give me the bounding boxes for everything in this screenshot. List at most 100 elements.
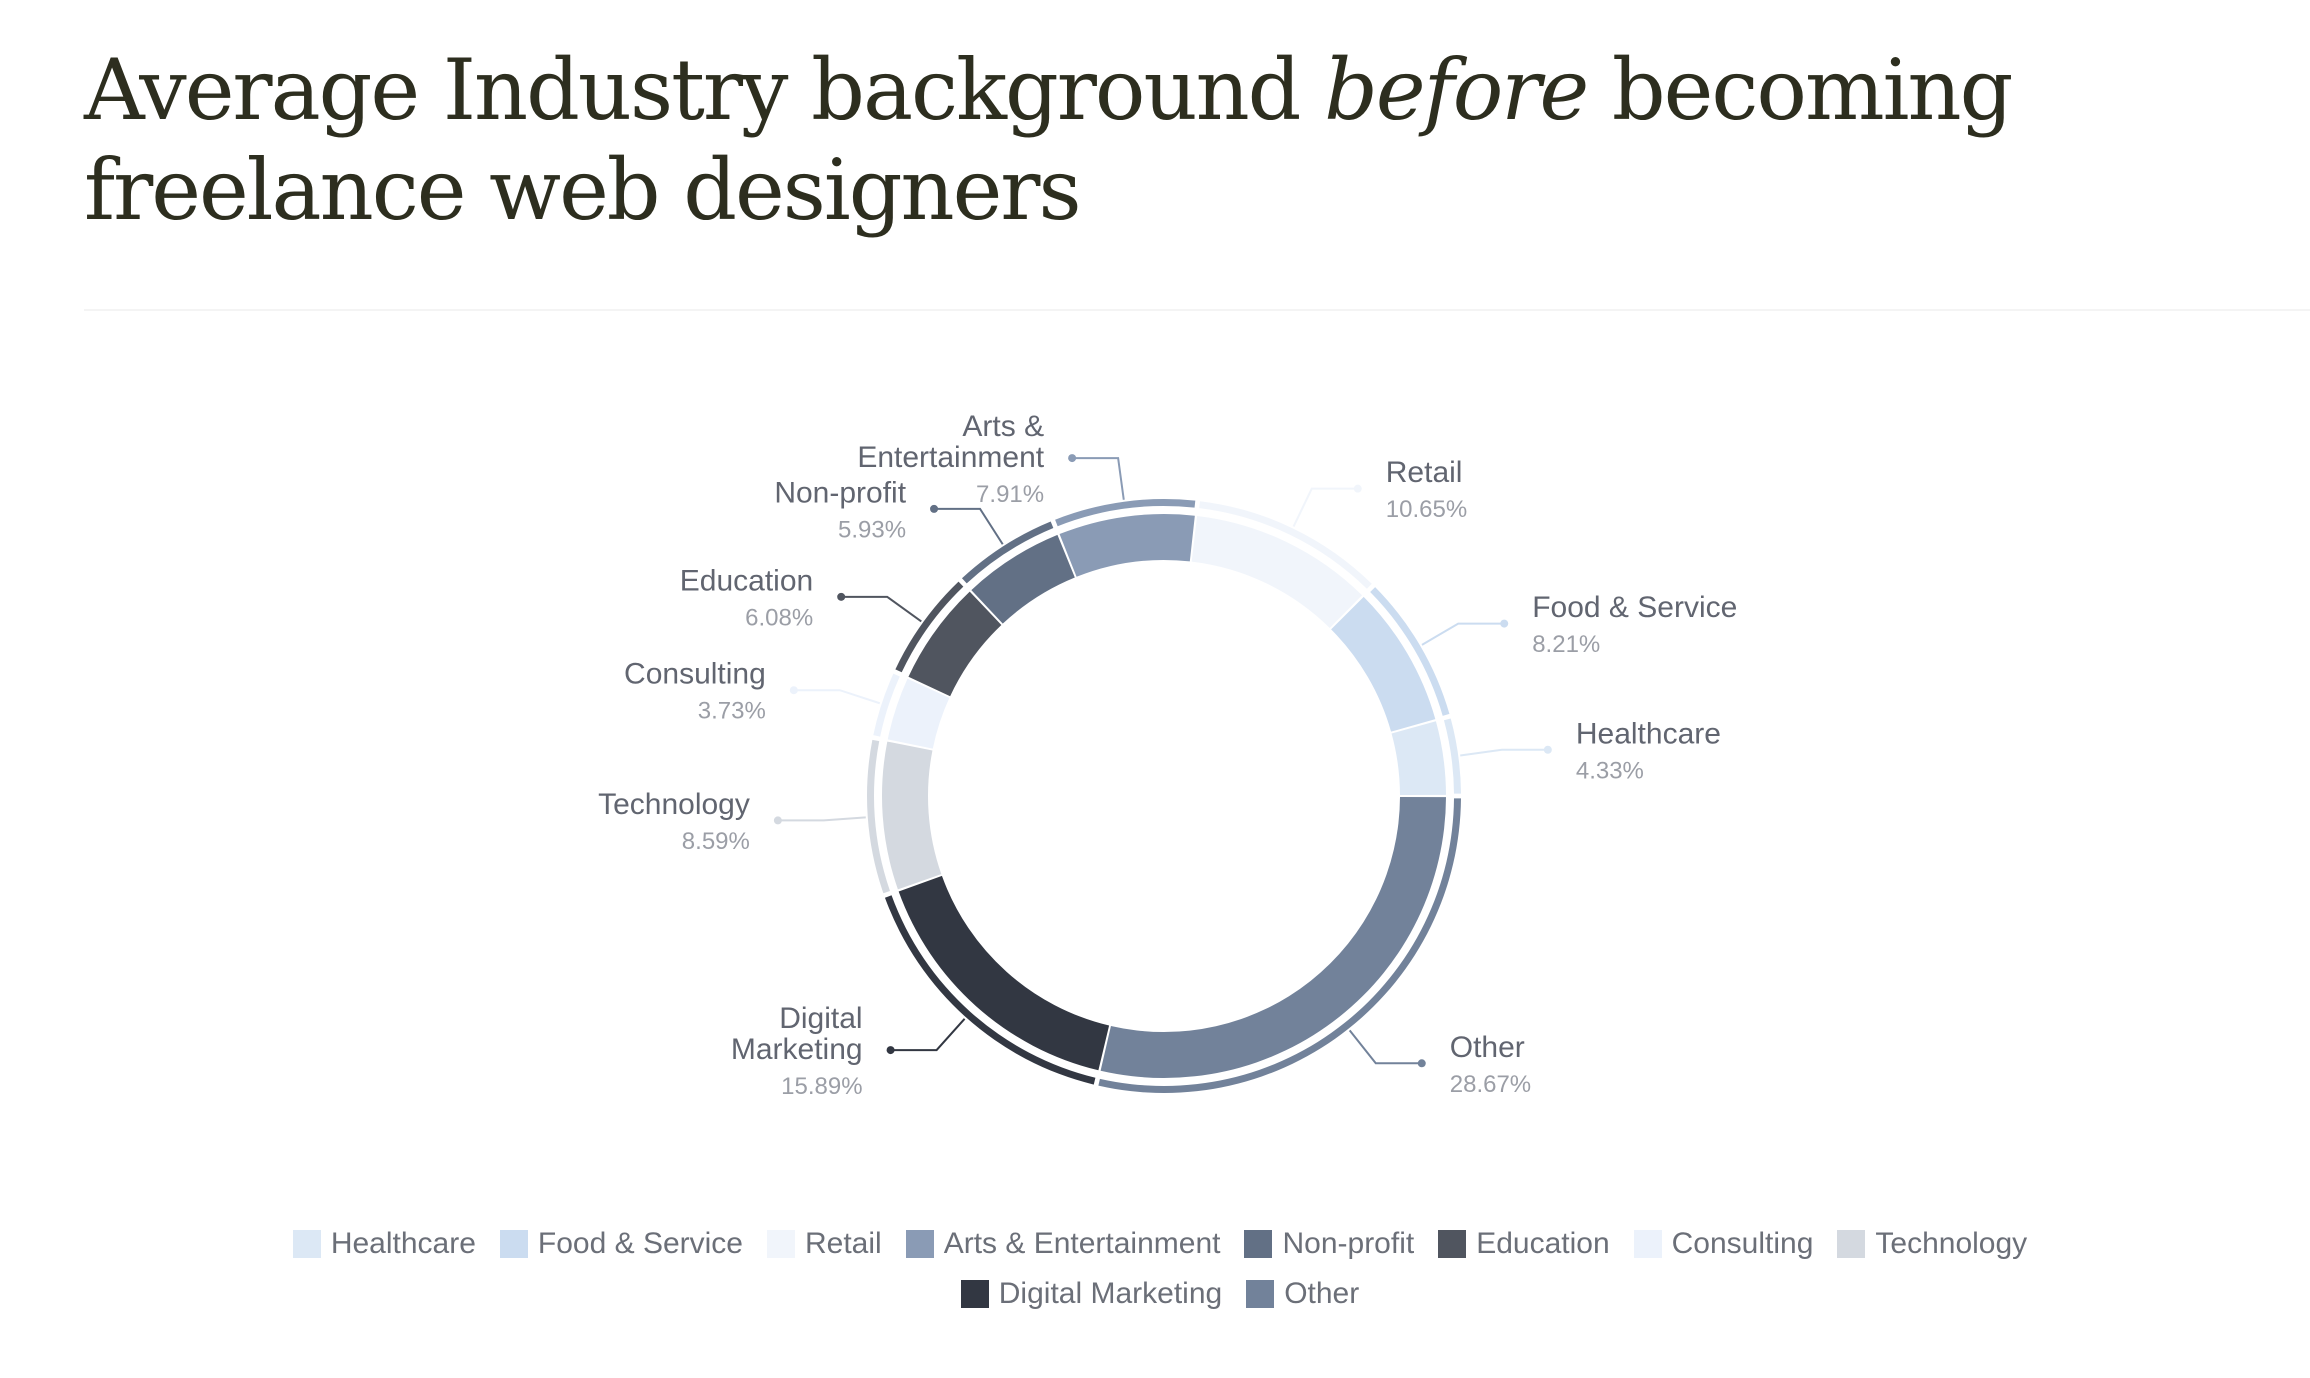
- title-emphasis: before: [1324, 41, 1589, 139]
- connector-arts-and-entertainment: [1072, 457, 1125, 500]
- legend-item-technology[interactable]: Technology: [1837, 1228, 2027, 1260]
- label-name-healthcare: Healthcare: [1576, 717, 1721, 750]
- connector-digital-marketing: [890, 1018, 966, 1052]
- legend-label-digital-marketing: Digital Marketing: [998, 1277, 1223, 1310]
- connector-dot-digital-marketing: [886, 1046, 895, 1055]
- slices: [882, 514, 1446, 1078]
- legend-label-retail: Retail: [804, 1227, 882, 1260]
- label-name-other: Other: [1450, 1031, 1525, 1064]
- legend-label-healthcare: Healthcare: [330, 1227, 476, 1260]
- slice-retail[interactable]: [1191, 515, 1363, 629]
- label-name-non-profit: Non-profit: [774, 476, 906, 509]
- slice-consulting[interactable]: [887, 678, 950, 749]
- slice-other[interactable]: [1100, 796, 1446, 1078]
- legend-swatch-non-profit: [1244, 1230, 1273, 1258]
- legend-item-consulting[interactable]: Consulting: [1633, 1227, 1814, 1260]
- connector-consulting: [793, 689, 881, 705]
- connector-healthcare: [1460, 748, 1548, 757]
- legend-label-arts-and-entertainment: Arts & Entertainment: [943, 1227, 1221, 1260]
- ring-retail: [1199, 501, 1372, 589]
- legend-item-food-and-service[interactable]: Food & Service: [499, 1227, 743, 1260]
- label-value-non-profit: 5.93%: [838, 516, 906, 543]
- legend-swatch-other: [1246, 1280, 1275, 1308]
- connector-technology: [777, 816, 866, 822]
- connector-dot-healthcare: [1543, 745, 1552, 754]
- label-value-digital-marketing: 15.89%: [781, 1073, 862, 1100]
- connector-dot-education: [837, 592, 846, 601]
- label-value-arts-and-entertainment: 7.91%: [976, 481, 1044, 508]
- connector-dot-arts-and-entertainment: [1068, 454, 1077, 463]
- label-value-retail: 10.65%: [1386, 496, 1467, 523]
- slice-education[interactable]: [908, 591, 1002, 697]
- legend-item-retail[interactable]: Retail: [766, 1227, 882, 1260]
- connector-other: [1348, 1029, 1422, 1065]
- legend-swatch-technology: [1837, 1230, 1866, 1258]
- label-name-retail: Retail: [1386, 456, 1463, 489]
- legend-item-education[interactable]: Education: [1438, 1227, 1610, 1260]
- slice-healthcare[interactable]: [1391, 721, 1446, 796]
- connector-education: [841, 595, 922, 623]
- legend-item-arts-and-entertainment[interactable]: Arts & Entertainment: [905, 1227, 1221, 1260]
- legend-item-other[interactable]: Other: [1246, 1278, 1359, 1310]
- chart-legend: Healthcare Food & Service Retail Arts & Ent…: [180, 1228, 2140, 1310]
- ring-technology: [867, 739, 890, 894]
- legend-item-digital-marketing[interactable]: Digital Marketing: [960, 1277, 1223, 1310]
- ring-consulting: [873, 673, 900, 737]
- label-name-consulting: Consulting: [624, 658, 766, 691]
- label-value-technology: 8.59%: [682, 828, 750, 855]
- ring-healthcare: [1443, 718, 1461, 794]
- slice-arts-and-entertainment[interactable]: [1059, 514, 1195, 577]
- connector-retail: [1292, 487, 1358, 527]
- label-value-healthcare: 4.33%: [1576, 757, 1644, 784]
- chart-title: Average Industry background before becom…: [84, 40, 2234, 240]
- legend-swatch-food-and-service: [499, 1230, 528, 1258]
- label-value-other: 28.67%: [1450, 1071, 1531, 1098]
- slice-non-profit[interactable]: [971, 534, 1075, 624]
- ring-education: [895, 581, 964, 673]
- label-name-education: Education: [680, 564, 813, 597]
- legend-label-consulting: Consulting: [1671, 1227, 1814, 1260]
- title-divider: [84, 309, 2310, 311]
- ring-non-profit: [961, 521, 1054, 584]
- legend-swatch-digital-marketing: [960, 1280, 989, 1308]
- connector-non-profit: [934, 507, 1004, 545]
- connector-dot-retail: [1353, 484, 1362, 493]
- title-part-1: Average Industry background: [84, 41, 1325, 139]
- ring-arts-and-entertainment: [1055, 498, 1196, 527]
- label-value-education: 6.08%: [745, 604, 813, 631]
- ring-food-and-service: [1370, 587, 1450, 716]
- connector-dot-technology: [773, 816, 782, 825]
- legend-item-non-profit[interactable]: Non-profit: [1244, 1228, 1414, 1260]
- legend-label-education: Education: [1476, 1227, 1610, 1260]
- label-name-digital-marketing: Marketing: [731, 1033, 863, 1066]
- legend-label-food-and-service: Food & Service: [537, 1227, 743, 1260]
- label-value-consulting: 3.73%: [698, 698, 766, 725]
- slice-technology[interactable]: [882, 741, 942, 890]
- connector-dot-other: [1417, 1059, 1426, 1068]
- label-name-arts-and-entertainment: Entertainment: [857, 441, 1044, 474]
- slice-digital-marketing[interactable]: [898, 875, 1110, 1071]
- connector-dot-non-profit: [930, 504, 939, 513]
- legend-swatch-consulting: [1633, 1230, 1662, 1258]
- legend-swatch-education: [1438, 1230, 1467, 1258]
- legend-label-non-profit: Non-profit: [1282, 1227, 1415, 1260]
- slice-food-and-service[interactable]: [1331, 596, 1436, 732]
- legend-item-healthcare[interactable]: Healthcare: [292, 1227, 476, 1260]
- connector-dot-food-and-service: [1500, 619, 1509, 628]
- legend-label-other: Other: [1284, 1277, 1360, 1310]
- outer-ring: [867, 498, 1461, 1093]
- data-labels: Arts &Entertainment 7.91% Retail 10.65% Food…: [598, 410, 1737, 1100]
- label-name-arts-and-entertainment: Arts &: [962, 410, 1044, 443]
- legend-swatch-healthcare: [292, 1230, 321, 1258]
- label-value-food-and-service: 8.21%: [1532, 631, 1600, 658]
- connector-food-and-service: [1421, 622, 1505, 646]
- legend-swatch-arts-and-entertainment: [905, 1230, 934, 1258]
- connector-dot-consulting: [789, 686, 798, 695]
- legend-swatch-retail: [766, 1230, 795, 1258]
- label-name-digital-marketing: Digital: [779, 1002, 862, 1035]
- legend-label-technology: Technology: [1875, 1227, 2028, 1260]
- title-part-2: becoming freelance web designers: [84, 41, 2013, 239]
- label-name-technology: Technology: [598, 788, 750, 821]
- label-name-food-and-service: Food & Service: [1532, 591, 1737, 624]
